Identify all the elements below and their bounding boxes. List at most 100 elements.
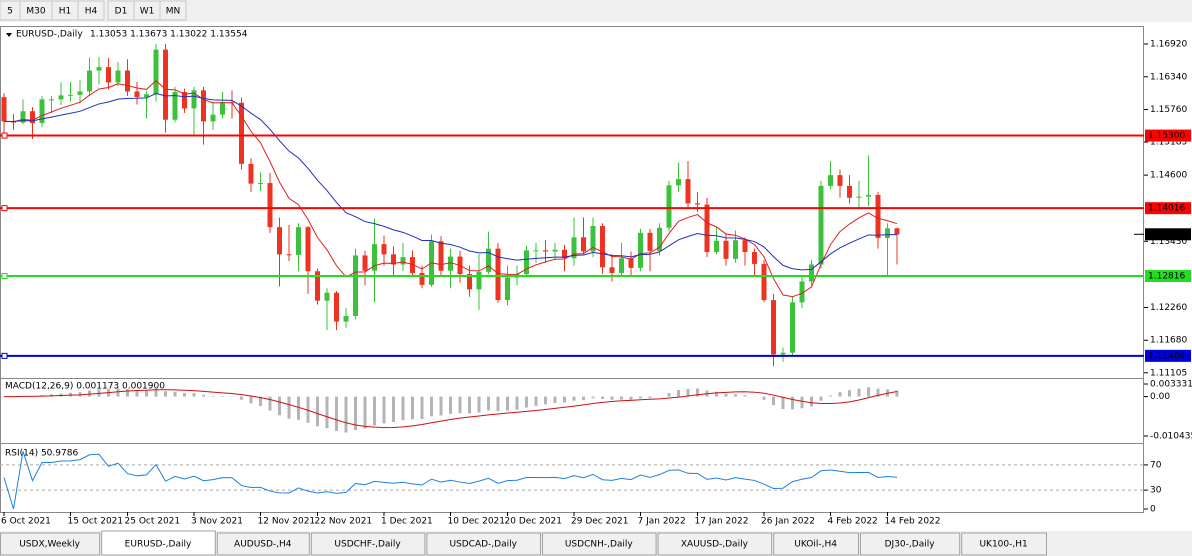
macd-bar — [420, 396, 424, 420]
candle-body — [419, 272, 425, 285]
candle-body — [20, 111, 26, 123]
candle-body — [524, 250, 529, 275]
candle-body — [49, 99, 54, 101]
tab[interactable] — [657, 532, 773, 556]
candle-body — [676, 179, 681, 186]
macd-bar — [781, 396, 785, 410]
candle-body — [685, 179, 691, 204]
current-price-tag — [1145, 228, 1191, 241]
x-tick-label: 6 Oct 2021 — [1, 517, 51, 527]
candle-body — [134, 91, 140, 98]
macd-bar — [468, 396, 471, 414]
candle-body — [875, 194, 881, 238]
macd-bar — [677, 390, 680, 397]
macd-bar — [591, 396, 595, 399]
candle-body — [144, 94, 149, 98]
y-tick-label: 1.14600 — [1150, 171, 1187, 181]
x-tick-label: 17 Jan 2022 — [695, 517, 749, 527]
level-label: 1.15300 — [1148, 131, 1185, 141]
tab[interactable] — [0, 532, 101, 556]
macd-bar — [582, 396, 585, 401]
y-tick-label: 1.15760 — [1150, 105, 1187, 115]
macd-bar — [734, 394, 737, 397]
macd-bar — [382, 396, 386, 424]
macd-bar — [724, 393, 728, 397]
tab-label[interactable]: DJ30-,Daily — [885, 540, 936, 550]
y-tick-label: 0.003331 — [1150, 379, 1192, 389]
macd-bar — [126, 389, 129, 397]
candle-body — [856, 196, 862, 198]
tab-label[interactable]: USDCNH-,Daily — [565, 540, 634, 550]
candle-body — [799, 281, 805, 303]
ohlc-text: 1.13053 1.13673 1.13022 1.13554 — [90, 30, 248, 40]
tab-label[interactable]: UKOil-,H4 — [794, 540, 837, 550]
x-tick-label: 26 Jan 2022 — [761, 517, 815, 527]
x-tick-label: 15 Oct 2021 — [68, 517, 124, 527]
macd-bar — [534, 396, 538, 406]
candle-body — [619, 258, 624, 273]
timeframe-label: H1 — [59, 7, 72, 17]
x-tick-label: 3 Nov 2021 — [191, 517, 243, 527]
macd-bar — [791, 396, 794, 410]
level-label: 1.14016 — [1148, 204, 1185, 214]
candle-body — [210, 114, 216, 122]
candle-body — [828, 175, 833, 186]
macd-title: MACD(12,26,9) 0.001173 0.001900 — [5, 382, 165, 392]
tab[interactable] — [961, 532, 1048, 556]
candle-body — [505, 277, 510, 301]
macd-bar — [287, 396, 291, 419]
macd-bar — [116, 388, 120, 397]
candle-body — [77, 91, 83, 95]
macd-bar — [164, 391, 167, 397]
macd-bar — [667, 393, 671, 397]
candle-body — [30, 111, 35, 124]
candle-body — [115, 70, 121, 83]
tab[interactable] — [216, 532, 310, 556]
tab-label[interactable]: XAUUSD-,Daily — [681, 540, 749, 550]
tab[interactable] — [860, 532, 961, 556]
tab[interactable] — [542, 532, 657, 556]
candle-body — [438, 241, 444, 271]
tab[interactable] — [426, 532, 541, 556]
tab-label[interactable]: EURUSD-,Daily — [125, 540, 192, 550]
x-tick-label: 10 Dec 2021 — [448, 517, 506, 527]
macd-bar — [135, 390, 139, 397]
macd-bar — [192, 393, 196, 397]
candle-body — [714, 240, 719, 253]
candle-body — [448, 256, 453, 271]
macd-bar — [401, 396, 405, 421]
macd-bar — [648, 396, 652, 398]
tab-label[interactable]: AUDUSD-,H4 — [234, 540, 292, 550]
macd-bar — [819, 396, 823, 401]
tab[interactable] — [773, 532, 860, 556]
candle-body — [666, 185, 672, 228]
macd-bar — [430, 396, 433, 417]
tab[interactable] — [101, 530, 216, 556]
chart-frame — [0, 26, 1144, 513]
timeframe-button[interactable] — [77, 0, 105, 21]
current-price-label: 1.13554 — [1148, 230, 1185, 240]
macd-bar — [363, 396, 367, 429]
level-tag — [1145, 349, 1191, 362]
tab-label[interactable]: USDX,Weekly — [19, 540, 80, 550]
candle-body — [647, 232, 653, 251]
macd-bar — [743, 395, 747, 397]
candle-body — [809, 264, 814, 282]
x-tick-label: 20 Dec 2021 — [505, 517, 563, 527]
tab-label[interactable]: USDCAD-,Daily — [449, 540, 517, 550]
y-tick-label: 30 — [1150, 486, 1162, 496]
macd-bar — [544, 396, 547, 405]
macd-bar — [525, 396, 528, 408]
tab[interactable] — [310, 532, 426, 556]
macd-bar — [810, 396, 813, 407]
candle-body — [562, 249, 567, 259]
timeframe-label: 5 — [7, 7, 13, 17]
candle-body — [543, 250, 548, 252]
tab-label[interactable]: USDCHF-,Daily — [334, 540, 401, 550]
timeframe-button[interactable] — [159, 0, 187, 21]
y-tick-label: 1.11105 — [1150, 368, 1187, 378]
tab-label[interactable]: UK100-,H1 — [979, 540, 1027, 550]
macd-bar — [762, 396, 766, 400]
y-tick-label: 1.11680 — [1150, 336, 1187, 346]
